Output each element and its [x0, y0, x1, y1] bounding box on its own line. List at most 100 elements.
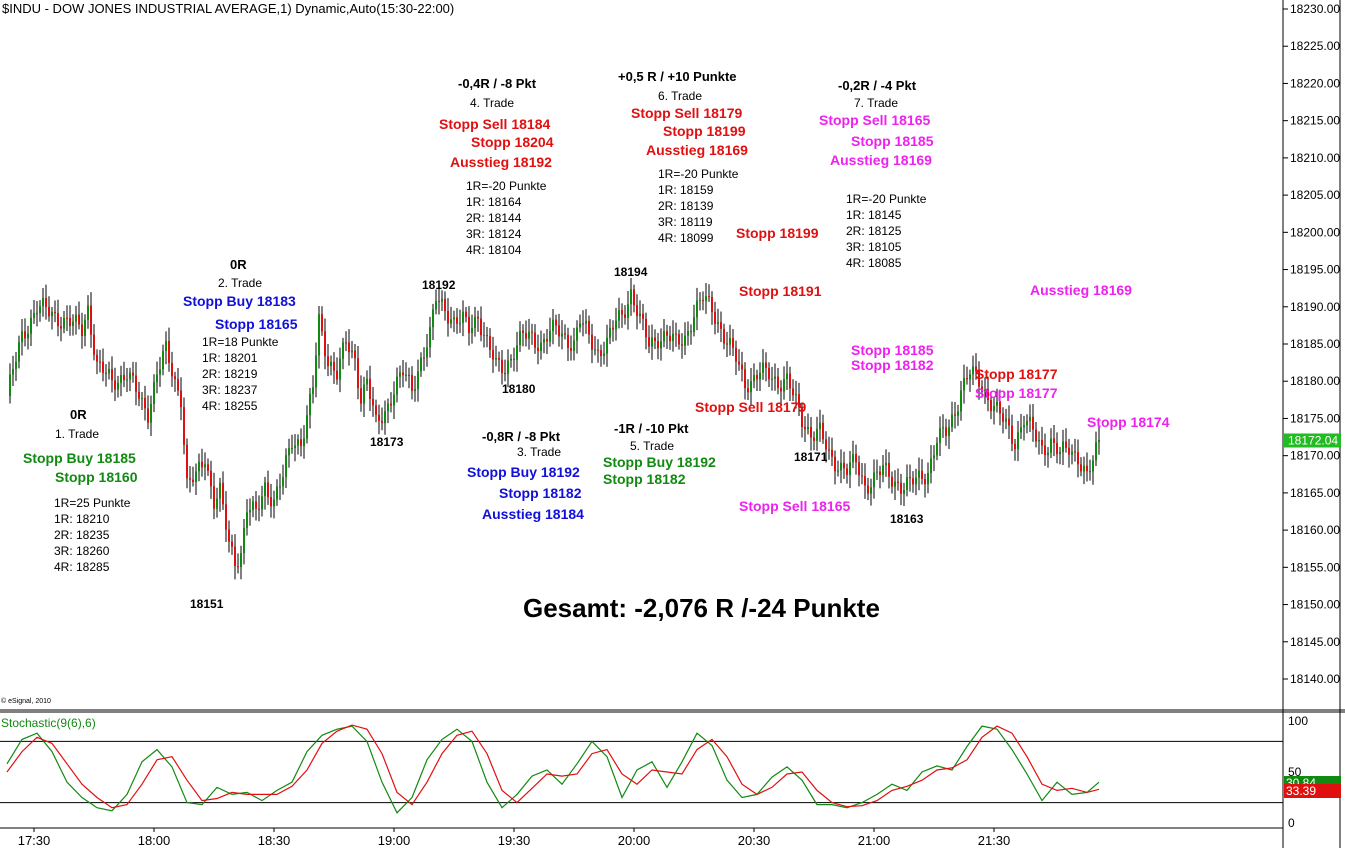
- candle-body: [138, 391, 140, 399]
- trade-1-target-2: 2R: 18235: [54, 528, 110, 542]
- time-tick-label: 20:30: [738, 833, 771, 848]
- price-label-18180: 18180: [502, 382, 536, 396]
- candle-body: [714, 312, 716, 325]
- candle-body: [462, 311, 464, 323]
- candle-body: [417, 371, 419, 390]
- candle-body: [870, 487, 872, 494]
- candle-body: [507, 360, 509, 374]
- candle-body: [438, 301, 440, 303]
- trade-5-entry: Stopp Buy 18192: [603, 454, 716, 470]
- trade-7-stop-moved: Stopp 18182: [851, 357, 934, 373]
- candle-body: [762, 362, 764, 373]
- candle-body: [558, 325, 560, 337]
- trade-1-target-3: 3R: 18260: [54, 544, 110, 558]
- stop-18174-magenta: Stopp 18174: [1087, 414, 1170, 430]
- price-tick-label: 18210.00: [1290, 151, 1340, 165]
- candle-body: [1083, 465, 1085, 472]
- candle-body: [309, 393, 311, 416]
- candle-body: [660, 341, 662, 349]
- candle-body: [192, 479, 194, 483]
- time-tick-label: 18:30: [258, 833, 291, 848]
- candle-body: [651, 337, 653, 347]
- candle-body: [783, 379, 785, 392]
- candle-body: [243, 527, 245, 554]
- stoch-tick-label: 50: [1288, 765, 1302, 779]
- candle-body: [537, 347, 539, 352]
- trade-7-entry: Stopp Sell 18165: [819, 112, 931, 128]
- candle-body: [111, 369, 113, 381]
- trade-6-target-1: 1R: 18159: [658, 183, 714, 197]
- candle-body: [735, 347, 737, 362]
- candle-body: [1041, 440, 1043, 446]
- candle-body: [1062, 441, 1064, 453]
- candle-body: [147, 408, 149, 423]
- candle-body: [105, 372, 107, 374]
- trade-6-label: 6. Trade: [658, 89, 703, 103]
- candle-body: [861, 475, 863, 477]
- candle-body: [999, 401, 1001, 414]
- candle-body: [159, 369, 161, 375]
- candle-body: [375, 405, 377, 415]
- trade-5-stop: Stopp 18182: [603, 471, 686, 487]
- candle-body: [627, 304, 629, 318]
- trade-4-r-def: 1R=-20 Punkte: [466, 179, 547, 193]
- candle-body: [231, 541, 233, 547]
- trade-3-label: 3. Trade: [517, 445, 562, 459]
- candle-body: [855, 454, 857, 463]
- price-tick-label: 18205.00: [1290, 188, 1340, 202]
- trade-5-label: 5. Trade: [630, 439, 675, 453]
- candle-body: [822, 422, 824, 440]
- price-tick-label: 18220.00: [1290, 76, 1340, 90]
- chart-title: $INDU - DOW JONES INDUSTRIAL AVERAGE,1) …: [2, 1, 455, 16]
- candle-body: [675, 333, 677, 335]
- candle-body: [459, 322, 461, 324]
- candle-body: [207, 464, 209, 471]
- candle-body: [786, 373, 788, 380]
- candle-body: [123, 375, 125, 381]
- candle-body: [1035, 429, 1037, 442]
- trade-6-exit: Ausstieg 18169: [646, 142, 748, 158]
- candle-body: [705, 296, 707, 301]
- candle-body: [339, 358, 341, 380]
- candle-body: [21, 331, 23, 343]
- candle-body: [63, 317, 65, 329]
- candle-body: [789, 373, 791, 389]
- trade-2-target-1: 1R: 18201: [202, 351, 258, 365]
- candle-body: [609, 327, 611, 338]
- candle-body: [654, 337, 656, 341]
- candle-body: [246, 512, 248, 528]
- candle-body: [549, 331, 551, 342]
- trade-4-target-2: 2R: 18144: [466, 211, 522, 225]
- candle-body: [405, 374, 407, 376]
- last-price-label: 18172.04: [1288, 433, 1338, 447]
- candle-body: [114, 380, 116, 390]
- candle-body: [918, 470, 920, 478]
- price-tick-label: 18190.00: [1290, 300, 1340, 314]
- trade-4-stop: Stopp 18204: [471, 134, 554, 150]
- candle-body: [48, 307, 50, 317]
- candle-body: [39, 306, 41, 314]
- candle-body: [948, 427, 950, 437]
- candle-body: [957, 411, 959, 416]
- candle-body: [699, 299, 701, 301]
- candle-body: [672, 333, 674, 342]
- candle-body: [504, 373, 506, 375]
- candle-body: [810, 426, 812, 438]
- candle-body: [1089, 471, 1091, 473]
- candle-body: [408, 374, 410, 376]
- candle-body: [729, 338, 731, 345]
- candle-body: [255, 501, 257, 509]
- candle-body: [444, 298, 446, 311]
- trade-4-target-4: 4R: 18104: [466, 243, 522, 257]
- trade-6-entry: Stopp Sell 18179: [631, 105, 743, 121]
- candle-body: [693, 317, 695, 332]
- candle-body: [24, 331, 26, 339]
- candle-body: [891, 476, 893, 487]
- candle-body: [897, 481, 899, 483]
- trade-3-entry: Stopp Buy 18192: [467, 464, 580, 480]
- candle-body: [225, 504, 227, 530]
- candle-body: [273, 499, 275, 507]
- trade-4-exit: Ausstieg 18192: [450, 154, 552, 170]
- candle-body: [252, 501, 254, 511]
